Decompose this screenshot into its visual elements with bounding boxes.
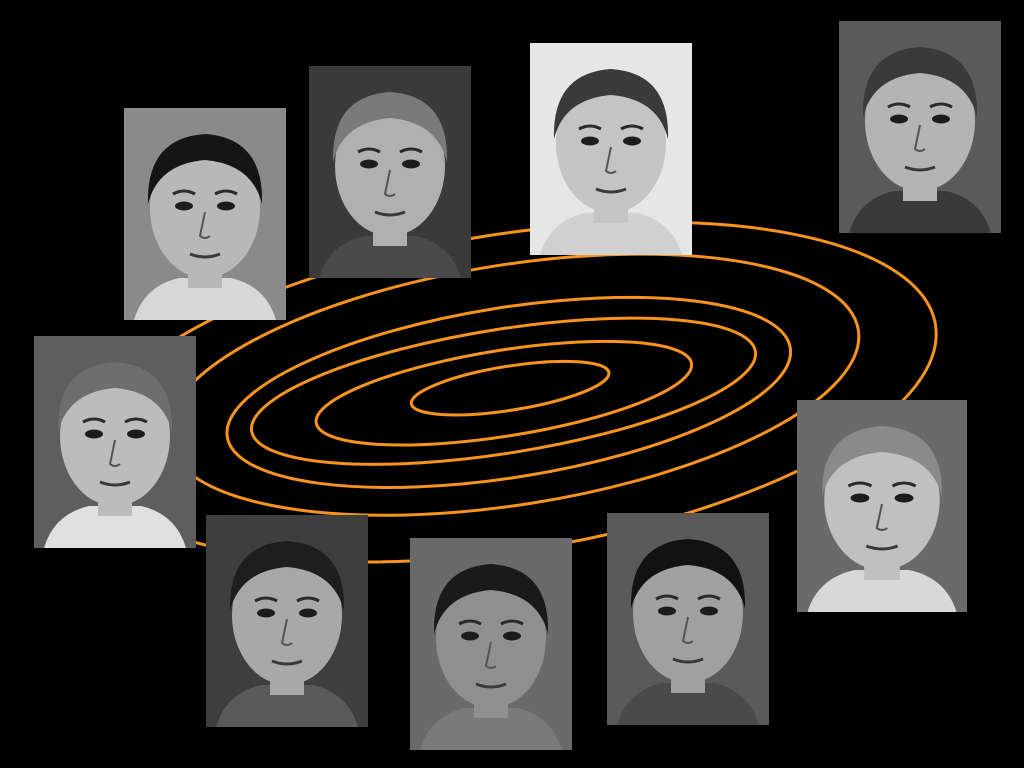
face-portrait-3 bbox=[530, 43, 692, 255]
portrait-drawing bbox=[530, 43, 692, 255]
face-portrait-6 bbox=[797, 400, 967, 612]
portrait-drawing bbox=[206, 515, 368, 727]
face-portrait-9 bbox=[607, 513, 769, 725]
face-portrait-2 bbox=[309, 66, 471, 278]
contour-level-2 bbox=[314, 339, 694, 447]
face-portrait-1 bbox=[124, 108, 286, 320]
portrait-drawing bbox=[124, 108, 286, 320]
face-portrait-8 bbox=[410, 538, 572, 750]
portrait-drawing bbox=[34, 336, 196, 548]
contour-level-1 bbox=[409, 359, 611, 417]
portrait-drawing bbox=[839, 21, 1001, 233]
contour-level-3 bbox=[249, 316, 758, 466]
portrait-drawing bbox=[607, 513, 769, 725]
portrait-drawing bbox=[410, 538, 572, 750]
portrait-drawing bbox=[797, 400, 967, 612]
face-portrait-7 bbox=[206, 515, 368, 727]
face-portrait-4 bbox=[839, 21, 1001, 233]
portrait-drawing bbox=[309, 66, 471, 278]
contour-level-4 bbox=[225, 295, 793, 489]
face-portrait-5 bbox=[34, 336, 196, 548]
